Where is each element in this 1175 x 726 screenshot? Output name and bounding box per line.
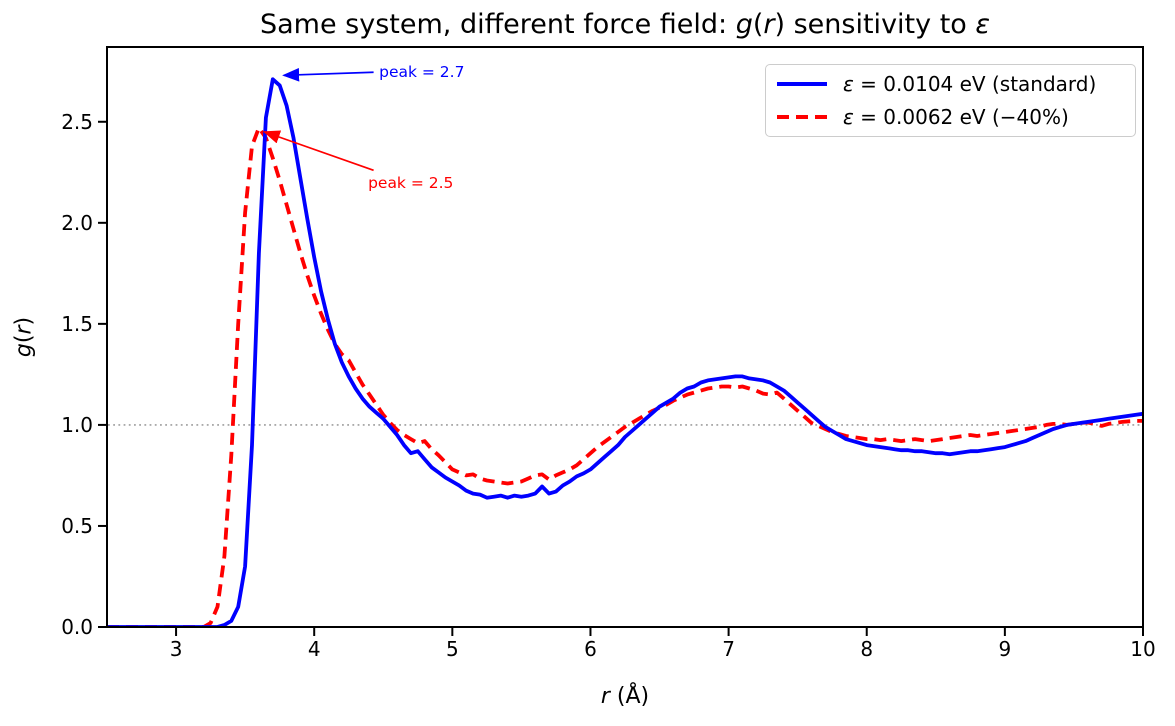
x-tick-label-9: 9 <box>998 637 1011 661</box>
legend-label-standard-epsilon: ε <box>843 72 854 96</box>
y-tick-label-0.0: 0.0 <box>61 615 93 639</box>
x-tick-label-5: 5 <box>446 637 459 661</box>
chart-title: Same system, different force field: g(r)… <box>107 9 1143 40</box>
legend-item-standard: ε = 0.0104 eV (standard) <box>766 70 1135 98</box>
x-axis-label: r (Å) <box>107 684 1143 709</box>
x-axis-label-unit: (Å) <box>609 684 650 709</box>
peak-annotation-standard: peak = 2.7 <box>379 63 465 82</box>
x-tick-label-6: 6 <box>584 637 597 661</box>
x-axis-label-r: r <box>600 684 610 709</box>
y-axis-label-p2: ) <box>11 316 37 326</box>
legend: ε = 0.0104 eV (standard) ε = 0.0062 eV (… <box>765 64 1136 137</box>
x-tick-label-3: 3 <box>170 637 183 661</box>
y-tick-label-2.5: 2.5 <box>61 110 93 134</box>
legend-label-reduced: ε = 0.0062 eV (−40%) <box>843 105 1069 129</box>
x-tick-label-7: 7 <box>722 637 735 661</box>
x-tick-label-8: 8 <box>860 637 873 661</box>
chart-title-math-g: g <box>735 9 753 40</box>
x-tick-label-4: 4 <box>308 637 321 661</box>
legend-label-reduced-epsilon: ε <box>843 105 854 129</box>
y-tick-label-0.5: 0.5 <box>61 514 93 538</box>
y-tick-label-1.5: 1.5 <box>61 312 93 336</box>
y-axis-label: g(r) <box>12 317 37 357</box>
peak-annotation-reduced: peak = 2.5 <box>368 173 454 192</box>
y-axis-label-r: r <box>11 325 37 335</box>
chart-title-mid: ) sensitivity to <box>774 9 976 40</box>
legend-label-standard: ε = 0.0104 eV (standard) <box>843 72 1096 96</box>
chart-title-text: Same system, different force field: <box>259 9 736 40</box>
y-axis-label-p1: ( <box>11 334 37 344</box>
x-tick-label-10: 10 <box>1130 637 1155 661</box>
y-tick-label-1.0: 1.0 <box>61 413 93 437</box>
legend-label-standard-text: = 0.0104 eV (standard) <box>853 72 1097 96</box>
curve-standard <box>107 77 1143 627</box>
chart-title-math-r: r <box>763 9 775 40</box>
y-axis-label-g: g <box>11 343 37 358</box>
legend-label-reduced-text: = 0.0062 eV (−40%) <box>853 105 1069 129</box>
legend-item-reduced: ε = 0.0062 eV (−40%) <box>766 103 1135 131</box>
legend-line-sample-dashed <box>777 115 827 119</box>
chart-title-paren: ( <box>752 9 764 40</box>
curve-reduced <box>107 125 1143 627</box>
legend-line-sample-solid <box>777 82 827 86</box>
chart-title-epsilon: ε <box>975 9 990 40</box>
y-tick-label-2.0: 2.0 <box>61 211 93 235</box>
